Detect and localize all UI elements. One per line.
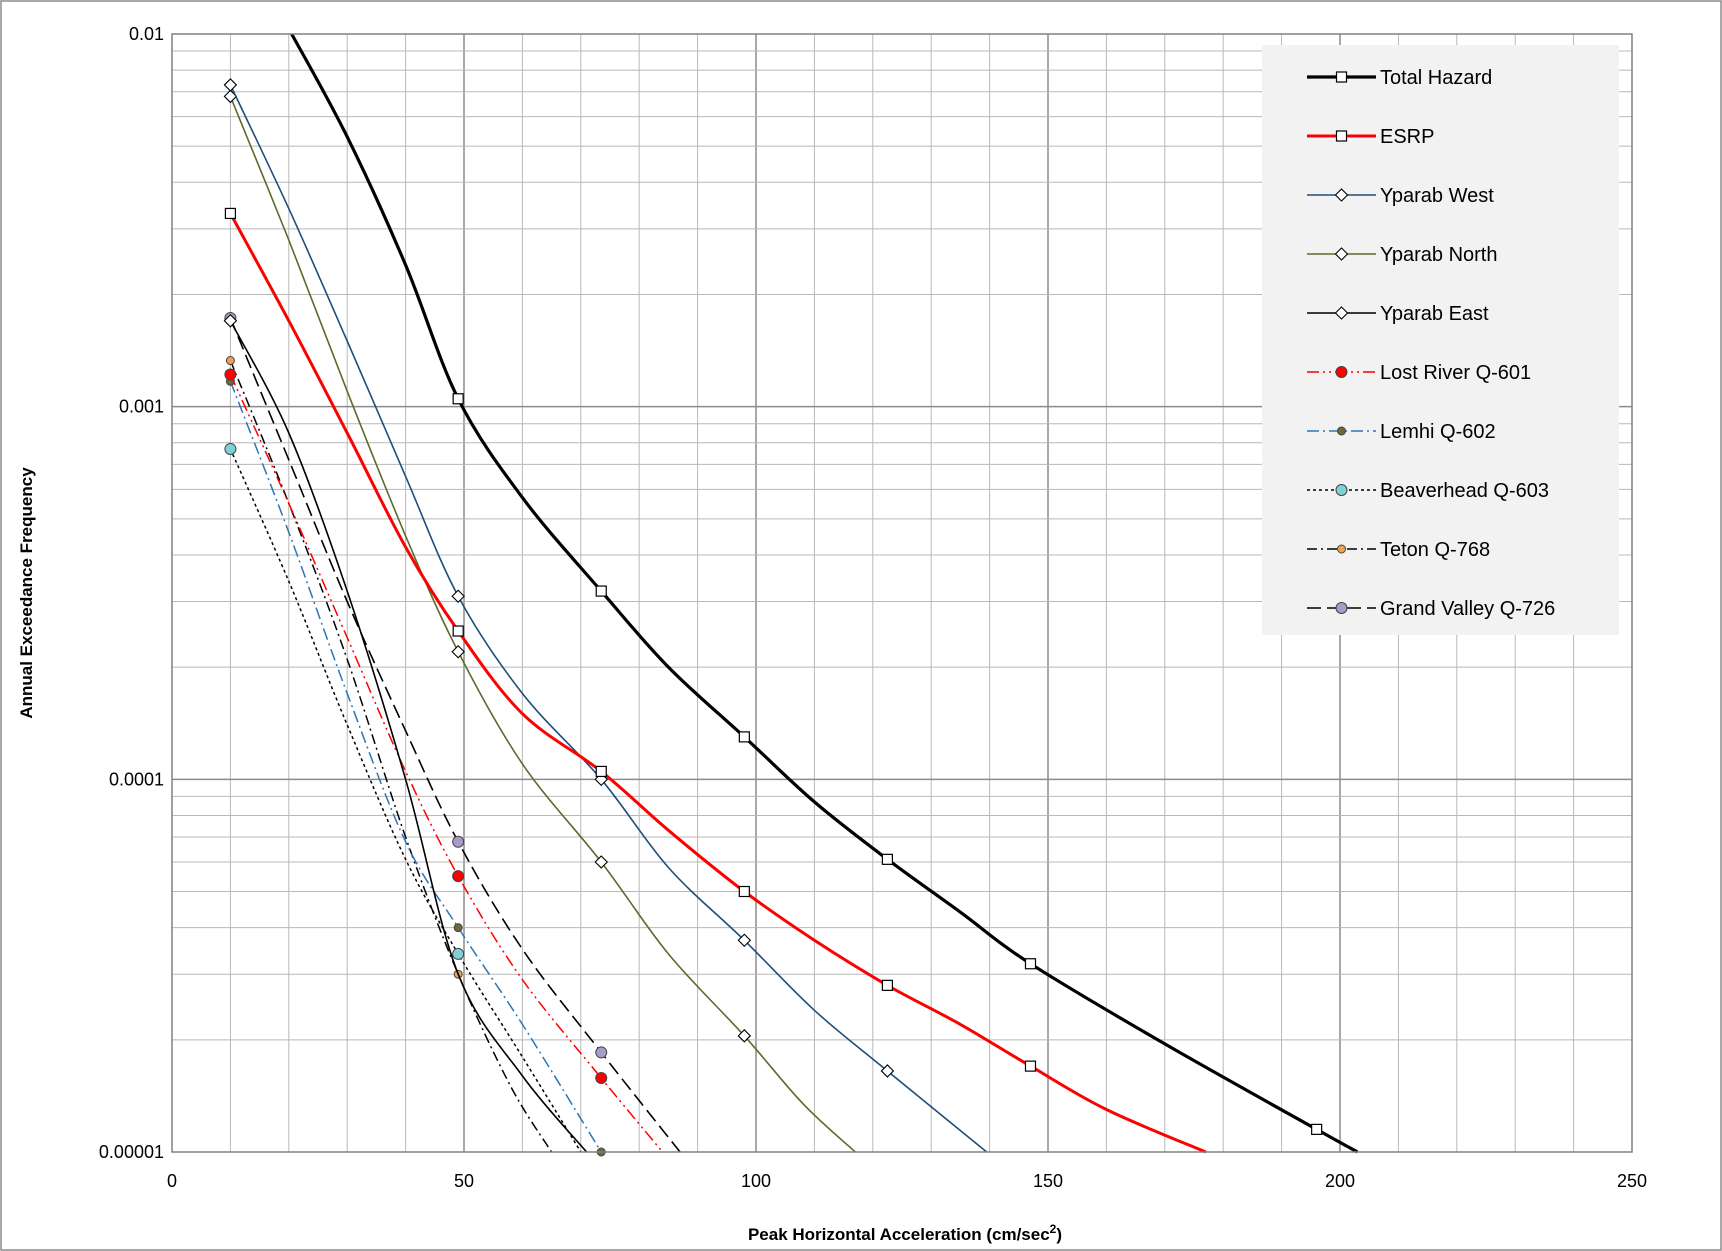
legend-marker-yparab-west [1334, 188, 1349, 202]
data-point-beaverhead-q-603 [224, 442, 237, 455]
legend-label-lost-river-q-601: Lost River Q-601 [1380, 362, 1531, 384]
x-axis-title-end: ) [1056, 1225, 1062, 1244]
legend-label-teton-q-768: Teton Q-768 [1380, 539, 1490, 561]
legend-marker-total-hazard [1335, 71, 1348, 83]
legend-marker-esrp [1335, 130, 1348, 142]
legend-label-yparab-west: Yparab West [1380, 185, 1494, 207]
data-point-total-hazard [452, 393, 464, 405]
legend-marker-teton-q-768 [1337, 544, 1346, 554]
series-layer [223, 33, 1359, 1157]
data-point-yparab-east [223, 314, 238, 328]
plot-area-border [171, 33, 1633, 1153]
x-axis-title-sup: 2 [1050, 1222, 1057, 1236]
x-axis-title: Peak Horizontal Acceleration (cm/sec2) [748, 1222, 1062, 1244]
legend-label-yparab-east: Yparab East [1380, 303, 1489, 325]
data-point-yparab-north [594, 855, 609, 869]
data-point-total-hazard [1024, 958, 1037, 970]
series-line-grand-valley-q-726 [229, 317, 681, 1153]
series-line-esrp [229, 212, 1207, 1154]
y-tick-label: 0.0001 [109, 769, 164, 789]
data-point-esrp [595, 765, 607, 778]
legend-label-yparab-north: Yparab North [1380, 244, 1497, 266]
x-tick-label: 200 [1325, 1171, 1355, 1191]
legend-label-lemhi-q-602: Lemhi Q-602 [1380, 421, 1496, 443]
x-tick-label: 100 [741, 1171, 771, 1191]
data-point-esrp [224, 207, 236, 220]
data-point-lost-river-q-601 [224, 368, 237, 381]
legend-marker-lost-river-q-601 [1335, 366, 1348, 378]
data-point-yparab-north [451, 644, 465, 659]
data-point-beaverhead-q-603 [452, 947, 465, 960]
data-point-grand-valley-q-726 [452, 835, 465, 848]
data-point-esrp [452, 625, 464, 637]
series-esrp [224, 207, 1207, 1154]
data-point-yparab-west [880, 1064, 895, 1078]
legend: Total Hazard ESRP Yparab West Yparab North Y… [1262, 45, 1619, 635]
data-point-yparab-north [737, 1029, 752, 1043]
x-tick-label: 250 [1617, 1171, 1647, 1191]
data-point-lost-river-q-601 [452, 870, 465, 883]
y-tick-label: 0.001 [119, 397, 164, 417]
data-point-total-hazard [738, 731, 750, 743]
data-point-teton-q-768 [225, 356, 235, 366]
legend-label-esrp: ESRP [1380, 126, 1434, 148]
series-line-yparab-west [229, 84, 988, 1153]
x-axis-title-main: Peak Horizontal Acceleration (cm/sec [748, 1225, 1050, 1244]
data-point-yparab-west [223, 78, 238, 92]
series-line-yparab-east [229, 320, 588, 1153]
series-line-lemhi-q-602 [229, 381, 602, 1153]
series-total-hazard [290, 33, 1359, 1154]
series-lost-river-q-601 [224, 368, 664, 1153]
series-beaverhead-q-603 [224, 442, 582, 1153]
data-point-total-hazard [595, 585, 607, 597]
x-tick-label: 0 [167, 1171, 177, 1191]
data-point-esrp [738, 885, 750, 898]
legend-label-grand-valley-q-726: Grand Valley Q-726 [1380, 598, 1555, 620]
tick-labels: 0 50 100 150 200 250 0.00001 0.0001 0.001 0.01 [99, 24, 1647, 1191]
legend-label-beaverhead-q-603: Beaverhead Q-603 [1380, 480, 1549, 502]
series-line-total-hazard [290, 33, 1359, 1154]
x-tick-label: 150 [1033, 1171, 1063, 1191]
legend-marker-beaverhead-q-603 [1335, 484, 1348, 496]
data-point-yparab-west [737, 933, 752, 948]
data-point-esrp [1024, 1060, 1037, 1072]
data-point-esrp [881, 979, 894, 991]
series-line-beaverhead-q-603 [229, 448, 582, 1153]
data-point-total-hazard [1311, 1123, 1323, 1135]
legend-box [1262, 45, 1619, 635]
series-yparab-east [223, 314, 588, 1153]
y-axis-title: Annual Exceedance Frequency [17, 467, 36, 719]
data-point-lost-river-q-601 [595, 1071, 608, 1084]
y-tick-label: 0.01 [129, 24, 164, 44]
data-point-total-hazard [881, 853, 894, 865]
legend-marker-yparab-north [1334, 247, 1349, 261]
data-point-grand-valley-q-726 [595, 1046, 608, 1059]
legend-marker-grand-valley-q-726 [1335, 602, 1348, 614]
legend-marker-lemhi-q-602 [1337, 426, 1346, 436]
data-point-lemhi-q-602 [453, 923, 463, 933]
legend-marker-yparab-east [1334, 306, 1349, 320]
x-tick-label: 50 [454, 1171, 474, 1191]
y-tick-label: 0.00001 [99, 1142, 164, 1162]
series-line-lost-river-q-601 [229, 374, 664, 1153]
legend-label-total-hazard: Total Hazard [1380, 67, 1492, 89]
data-point-yparab-west [451, 589, 465, 603]
